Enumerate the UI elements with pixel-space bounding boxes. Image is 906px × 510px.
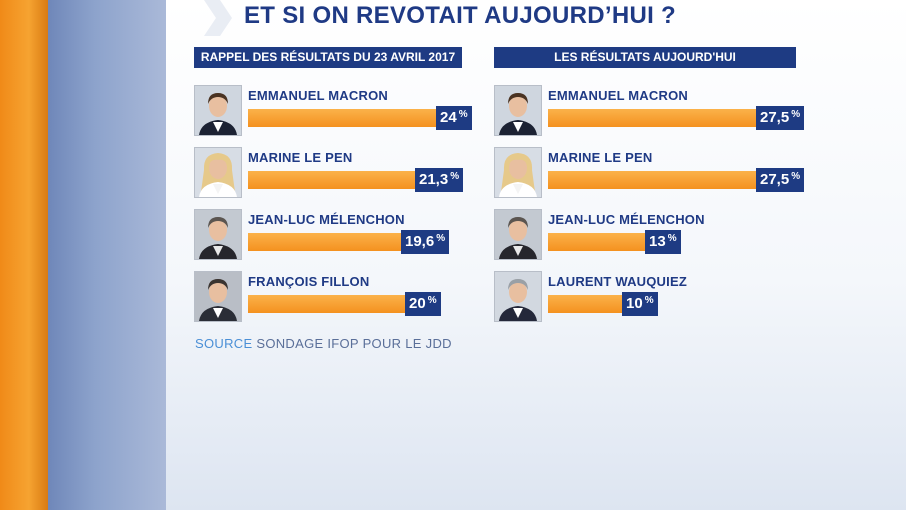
bar-francois-fillon — [248, 295, 407, 313]
wauquiez-portrait-icon — [494, 271, 542, 322]
left-orange-band — [0, 0, 48, 510]
value-unit: % — [791, 171, 801, 182]
value-number: 13 — [649, 233, 666, 250]
melenchon-portrait-icon — [194, 209, 242, 260]
source-note: SOURCE SONDAGE IFOP POUR LE JDD — [195, 336, 452, 351]
value-label: 21,3% — [415, 168, 464, 192]
value-label: 20% — [405, 292, 441, 316]
candidate-name: MARINE LE PEN — [248, 150, 353, 165]
value-number: 24 — [440, 109, 457, 126]
value-unit: % — [427, 295, 437, 306]
value-label: 10% — [622, 292, 658, 316]
bar-jean-luc-melenchon — [548, 233, 647, 251]
chart-title-2017: RAPPEL DES RÉSULTATS DU 23 AVRIL 2017 — [194, 47, 462, 68]
bar-emmanuel-macron — [548, 109, 758, 127]
value-number: 21,3 — [419, 171, 449, 188]
candidate-name: FRANÇOIS FILLON — [248, 274, 370, 289]
bar-laurent-wauquiez — [548, 295, 624, 313]
value-unit: % — [667, 233, 677, 244]
value-number: 27,5 — [760, 171, 790, 188]
value-number: 20 — [409, 295, 426, 312]
value-label: 24% — [436, 106, 472, 130]
bar-emmanuel-macron — [248, 109, 438, 127]
bar-marine-le-pen — [248, 171, 417, 189]
macron-portrait-icon — [194, 85, 242, 136]
candidate-name: LAURENT WAUQUIEZ — [548, 274, 687, 289]
candidate-name: MARINE LE PEN — [548, 150, 653, 165]
value-number: 10 — [626, 295, 643, 312]
candidate-name: JEAN-LUC MÉLENCHON — [548, 212, 705, 227]
value-label: 27,5% — [756, 106, 805, 130]
page-title: ET SI ON REVOTAIT AUJOURD’HUI ? — [244, 2, 676, 29]
chart-title-today: LES RÉSULTATS AUJOURD'HUI — [494, 47, 796, 68]
lepen-portrait-icon — [194, 147, 242, 198]
value-unit: % — [791, 109, 801, 120]
chevron-right-icon — [204, 0, 232, 36]
value-label: 13% — [645, 230, 681, 254]
value-unit: % — [644, 295, 654, 306]
fillon-portrait-icon — [194, 271, 242, 322]
candidate-name: EMMANUEL MACRON — [548, 88, 688, 103]
value-label: 27,5% — [756, 168, 805, 192]
candidate-name: EMMANUEL MACRON — [248, 88, 388, 103]
value-label: 19,6% — [401, 230, 450, 254]
value-unit: % — [458, 109, 468, 120]
lepen-portrait-icon — [494, 147, 542, 198]
source-text: SONDAGE IFOP POUR LE JDD — [256, 336, 452, 351]
left-blue-band — [48, 0, 166, 510]
value-unit: % — [436, 233, 446, 244]
value-number: 19,6 — [405, 233, 435, 250]
value-number: 27,5 — [760, 109, 790, 126]
bar-marine-le-pen — [548, 171, 758, 189]
value-unit: % — [450, 171, 460, 182]
candidate-name: JEAN-LUC MÉLENCHON — [248, 212, 405, 227]
source-label: SOURCE — [195, 336, 253, 351]
melenchon-portrait-icon — [494, 209, 542, 260]
bar-jean-luc-melenchon — [248, 233, 403, 251]
macron-portrait-icon — [494, 85, 542, 136]
